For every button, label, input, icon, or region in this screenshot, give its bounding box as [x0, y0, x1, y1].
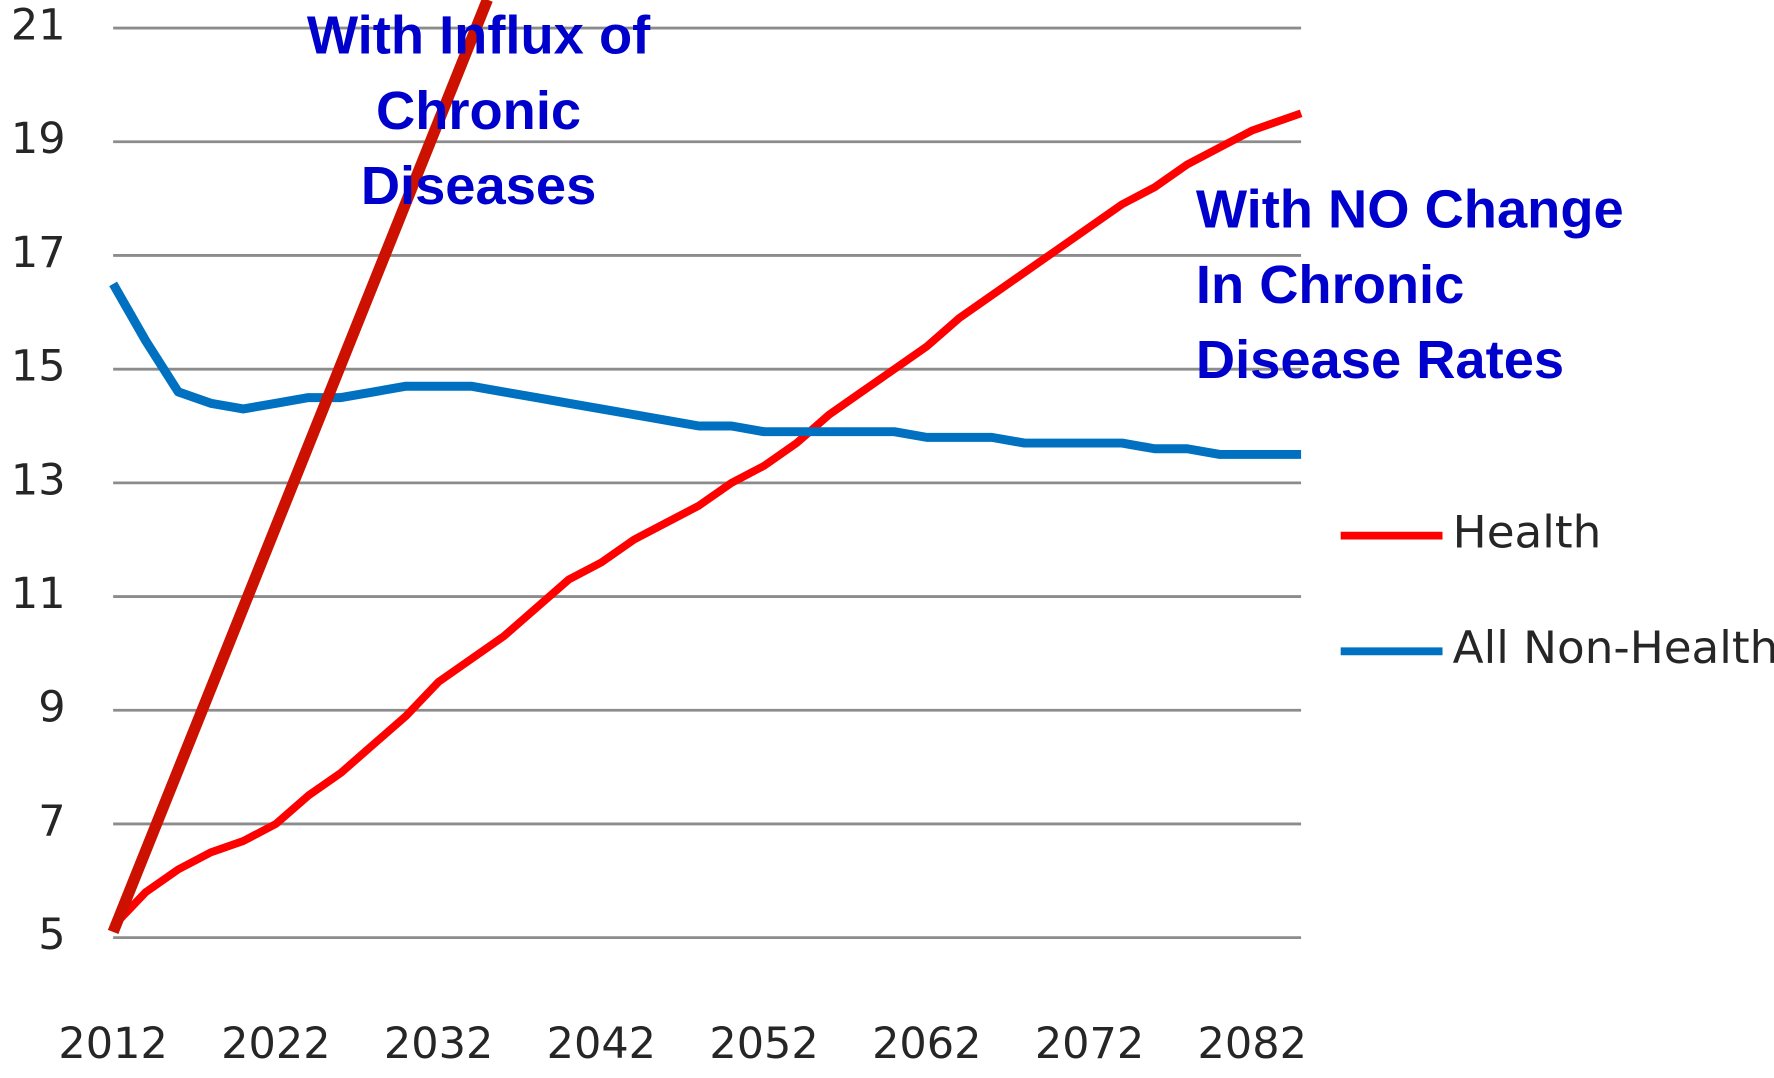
annotation-text: With NO Change [1196, 180, 1624, 240]
y-tick-label: 19 [11, 114, 66, 164]
x-tick-label: 2052 [709, 1019, 818, 1069]
x-tick-label: 2022 [221, 1019, 330, 1069]
annotation-line [107, 0, 493, 935]
x-tick-label: 2032 [384, 1019, 493, 1069]
data-line [110, 109, 1303, 929]
data-line [109, 281, 1302, 459]
x-tick-label: 2042 [547, 1019, 656, 1069]
y-tick-label: 9 [38, 683, 65, 733]
annotation-text: Diseases [361, 156, 596, 216]
x-tick-label: 2082 [1198, 1019, 1307, 1069]
y-tick-label: 13 [11, 455, 66, 505]
y-tick-label: 5 [38, 910, 65, 960]
annotation-text: In Chronic [1196, 255, 1464, 315]
y-tick-label: 15 [11, 342, 66, 392]
y-tick-label: 17 [11, 228, 66, 278]
y-tick-label: 21 [11, 1, 66, 51]
annotation-text: Chronic [376, 81, 581, 141]
y-tick-label: 7 [38, 797, 65, 847]
y-tick-label: 11 [11, 569, 66, 619]
x-tick-label: 2062 [872, 1019, 981, 1069]
legend-label: All Non-Health [1453, 621, 1774, 674]
annotation-text: With Influx of [307, 6, 651, 66]
annotation-text: Disease Rates [1196, 330, 1564, 390]
legend-label: Health [1453, 506, 1602, 559]
x-tick-label: 2072 [1035, 1019, 1144, 1069]
x-tick-label: 2012 [58, 1019, 167, 1069]
